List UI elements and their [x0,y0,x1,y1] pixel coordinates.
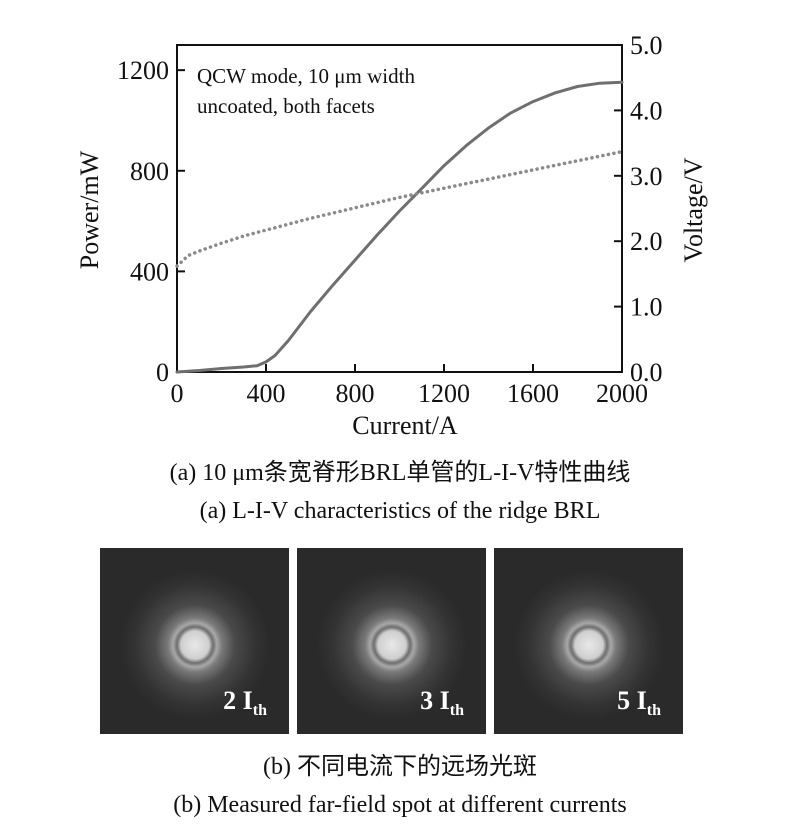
caption-a-chinese: (a) 10 μm条宽脊形BRL单管的L-I-V特性曲线 [169,460,631,486]
x-tick-label: 2000 [596,379,648,408]
series-group [175,80,624,374]
far-field-spot [316,569,467,720]
far-field-panel-2: 3 Ith [297,548,486,734]
far-field-panel-3: 5 Ith [494,548,683,734]
y-tick-label-left: 800 [130,157,169,186]
x-tick-label: 400 [247,379,286,408]
tick-label-group: 0 400 800 1200 1600 2000 0 400 800 1200 0.0 1.0 2.0 3… [117,31,663,408]
power-series-line [175,80,624,374]
y-tick-label-right: 1.0 [630,293,663,322]
far-field-panel-1: 2 Ith [100,548,289,734]
annotation-line-2: uncoated, both facets [197,94,375,118]
caption-b-chinese: (b) 不同电流下的远场光斑 [263,754,537,780]
panel-label: 3 Ith [420,685,464,719]
y-tick-label-right: 4.0 [630,96,663,125]
plot-frame [176,44,623,373]
voltage-series-line [175,149,624,268]
y-tick-label-right: 3.0 [630,162,663,191]
y-tick-label-right: 2.0 [630,227,663,256]
y-tick-label-left: 400 [130,257,169,286]
y-axis-label-right: Voltage/V [679,157,708,262]
x-tick-label: 0 [171,379,184,408]
x-tick-label: 1600 [507,379,559,408]
x-tick-label: 1200 [418,379,470,408]
caption-b-english: (b) Measured far-field spot at different… [173,792,627,818]
y-tick-label-left: 1200 [117,56,169,85]
y-axis-label-left: Power/mW [75,150,104,269]
annotation-line-1: QCW mode, 10 μm width [197,64,415,88]
far-field-spot [513,569,664,720]
x-axis-label: Current/A [352,411,458,440]
far-field-spot [119,569,270,720]
y-tick-label-left: 0 [156,358,169,387]
panel-label: 2 Ith [223,685,267,719]
caption-a-english: (a) L-I-V characteristics of the ridge B… [199,498,601,524]
y-tick-label-right: 0.0 [630,358,663,387]
y-tick-label-right: 5.0 [630,31,663,60]
x-tick-label: 800 [336,379,375,408]
tick-group [176,44,623,373]
liv-chart: 0 400 800 1200 1600 2000 0 400 800 1200 0.0 1.0 2.0 3… [75,31,708,440]
panel-label: 5 Ith [617,685,661,719]
